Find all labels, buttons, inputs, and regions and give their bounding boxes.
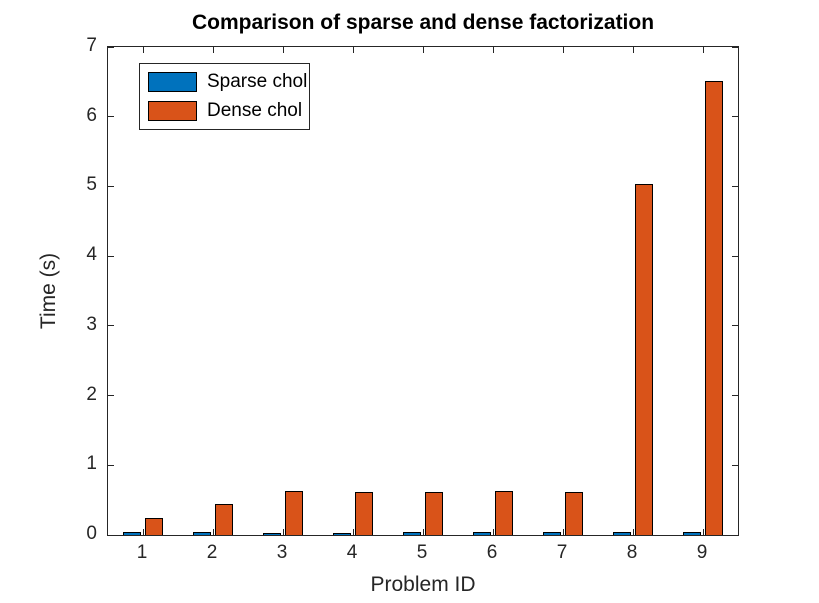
y-tick-label: 7	[86, 35, 97, 56]
y-tick-mark	[732, 325, 738, 327]
bar-dense-chol	[215, 504, 233, 535]
y-tick-labels: 0 1 2 3 4 5 6 7	[0, 35, 97, 544]
bar-dense-chol	[425, 492, 443, 535]
bar-sparse-chol	[123, 532, 141, 535]
y-tick-mark	[732, 185, 738, 187]
x-tick-mark	[492, 529, 494, 535]
x-tick-mark	[702, 529, 704, 535]
y-tick-label: 5	[86, 174, 97, 196]
x-tick-mark	[212, 529, 214, 535]
bar-dense-chol	[495, 491, 513, 535]
bar-dense-chol	[635, 184, 653, 535]
y-tick-mark	[732, 534, 738, 536]
bar-sparse-chol	[333, 533, 351, 535]
bar-dense-chol	[145, 518, 163, 535]
y-tick-mark	[108, 116, 114, 118]
bar-dense-chol	[705, 81, 723, 535]
bar-sparse-chol	[193, 532, 211, 535]
legend-swatch-dense	[148, 101, 197, 121]
y-tick-label: 3	[86, 313, 97, 335]
legend: Sparse chol Dense chol	[139, 63, 310, 130]
y-tick-mark	[108, 325, 114, 327]
x-tick-mark	[562, 529, 564, 535]
x-tick-label: 3	[276, 542, 288, 563]
x-tick-label: 7	[556, 542, 568, 563]
y-tick-mark	[108, 534, 114, 536]
y-tick-mark	[108, 464, 114, 466]
x-tick-mark	[422, 529, 424, 535]
x-tick-mark	[422, 47, 424, 53]
y-tick-label: 6	[86, 104, 97, 126]
x-tick-labels: 1 2 3 4 5 6 7 8 9	[107, 542, 739, 568]
x-tick-label: 2	[206, 542, 218, 563]
x-tick-label: 5	[416, 542, 428, 563]
y-tick-mark	[108, 395, 114, 397]
bar-sparse-chol	[403, 532, 421, 535]
bar-dense-chol	[355, 492, 373, 535]
x-tick-mark	[702, 47, 704, 53]
y-tick-label: 0	[86, 523, 97, 544]
y-tick-mark	[732, 116, 738, 118]
plot-area: Sparse chol Dense chol	[107, 46, 739, 536]
x-tick-mark	[142, 47, 144, 53]
legend-label-dense: Dense chol	[207, 100, 303, 121]
y-tick-mark	[732, 46, 738, 48]
chart-title: Comparison of sparse and dense factoriza…	[191, 11, 655, 34]
x-tick-label: 9	[696, 542, 708, 563]
y-tick-label: 1	[86, 453, 97, 475]
x-tick-mark	[142, 529, 144, 535]
bar-sparse-chol	[543, 532, 561, 535]
x-tick-mark	[632, 47, 634, 53]
bar-dense-chol	[285, 491, 303, 535]
x-tick-mark	[282, 47, 284, 53]
x-tick-mark	[212, 47, 214, 53]
x-axis-label: Problem ID	[370, 573, 476, 596]
y-tick-label: 2	[86, 383, 97, 405]
x-tick-mark	[352, 529, 354, 535]
x-tick-label: 8	[626, 542, 638, 563]
legend-swatch-sparse	[148, 72, 197, 92]
x-tick-mark	[492, 47, 494, 53]
bar-sparse-chol	[263, 533, 281, 535]
bar-sparse-chol	[613, 532, 631, 535]
x-tick-label: 1	[136, 542, 148, 563]
legend-entry-sparse: Sparse chol	[148, 71, 307, 93]
bar-sparse-chol	[683, 532, 701, 535]
x-tick-label: 6	[486, 542, 498, 563]
legend-label-sparse: Sparse chol	[207, 71, 308, 92]
x-tick-mark	[632, 529, 634, 535]
y-tick-mark	[108, 185, 114, 187]
x-tick-mark	[562, 47, 564, 53]
y-tick-mark	[732, 255, 738, 257]
x-tick-mark	[282, 529, 284, 535]
bar-dense-chol	[565, 492, 583, 535]
bar-sparse-chol	[473, 532, 491, 535]
y-tick-mark	[108, 46, 114, 48]
legend-entry-dense: Dense chol	[148, 100, 303, 122]
y-tick-mark	[732, 464, 738, 466]
y-tick-label: 4	[86, 244, 97, 266]
y-tick-mark	[108, 255, 114, 257]
x-tick-label: 4	[346, 542, 358, 563]
y-tick-mark	[732, 395, 738, 397]
x-tick-mark	[352, 47, 354, 53]
